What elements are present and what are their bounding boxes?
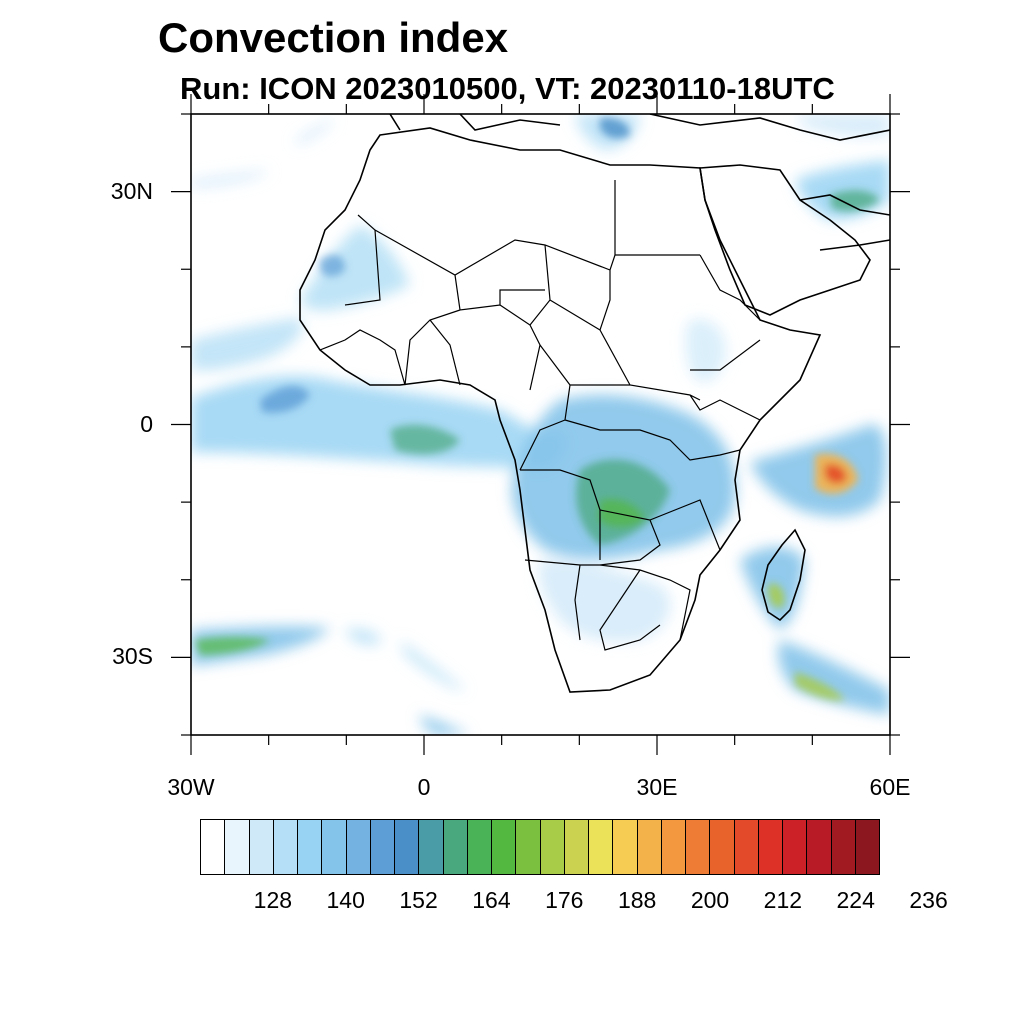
lon-label: 30W: [167, 774, 215, 800]
colorbar-box: [273, 820, 298, 874]
lat-label: 30S: [112, 643, 153, 670]
mediterranean-north-coast: [389, 114, 890, 141]
lat-major-ticks: [171, 191, 910, 658]
convection-base-layer: [191, 114, 890, 735]
lon-label: 0: [417, 774, 431, 800]
convection-field: [191, 114, 890, 735]
persian-gulf-band: [795, 160, 890, 220]
colorbar-box: [395, 820, 420, 874]
colorbar-box: [346, 820, 371, 874]
colorbar-box: [225, 820, 250, 874]
colorbar-box: [589, 820, 614, 874]
colorbar: [200, 819, 880, 875]
lat-label: 30N: [110, 177, 153, 204]
lon-minor-ticks: [268, 104, 813, 745]
horn-of-africa-cells: [685, 319, 726, 383]
colorbar-tick-label: 164: [472, 887, 511, 913]
south-atlantic-band: [191, 626, 330, 666]
colorbar-box: [710, 820, 735, 874]
colorbar-box: [734, 820, 759, 874]
colorbar-tick-label: 128: [253, 887, 293, 913]
indian-ocean-max: [825, 464, 847, 484]
arabian-peninsula-coastline: [699, 164, 871, 316]
colorbar-box: [564, 820, 589, 874]
south-atlantic-southern-streak: [420, 715, 470, 735]
lon-label: 30E: [636, 774, 678, 800]
mediterranean-core: [600, 117, 630, 139]
atlantic-nw-band: [191, 318, 303, 371]
persian-gulf-coast: [799, 194, 890, 251]
colorbar-box: [467, 820, 492, 874]
colorbar-box: [419, 820, 444, 874]
tick-marks: [171, 94, 910, 755]
coastlines-borders: [299, 114, 890, 693]
atlantic-north-thin-streak: [295, 118, 335, 145]
lat-minor-ticks: [181, 113, 900, 736]
lon-major-ticks: [190, 94, 891, 755]
colorbar-tick-label: 188: [617, 887, 657, 913]
colorbar-box: [758, 820, 783, 874]
lon-label: 60E: [869, 774, 911, 800]
south-atlantic-thin-streak: [400, 640, 465, 691]
nw-africa-streak: [300, 225, 410, 311]
madagascar-coastline: [761, 528, 806, 622]
atlantic-north-streak: [191, 170, 270, 188]
colorbar-box: [298, 820, 323, 874]
colorbar-tick-label: 200: [690, 887, 730, 913]
colorbar-box: [492, 820, 517, 874]
colorbar-tick-label: 224: [836, 887, 875, 913]
chart-title: Convection index: [158, 14, 509, 61]
colorbar-box: [855, 820, 879, 874]
colorbar-box: [637, 820, 662, 874]
south-atlantic-core: [195, 637, 270, 655]
colorbar-box: [443, 820, 468, 874]
itcz-west-core: [260, 385, 310, 413]
madagascar-core: [768, 583, 785, 608]
colorbar-box: [686, 820, 711, 874]
colorbar-box: [783, 820, 808, 874]
itcz-core: [390, 424, 460, 455]
persian-gulf-core: [830, 190, 880, 212]
south-atlantic-streak: [345, 628, 382, 645]
colorbar-tick-label: 152: [399, 887, 438, 913]
itcz-band: [191, 376, 567, 470]
colorbar-box: [831, 820, 856, 874]
sw-indian-ocean-core: [795, 672, 845, 701]
colorbar-box: [540, 820, 565, 874]
colorbar-tick-label: 236: [909, 887, 948, 913]
colorbar-box: [370, 820, 395, 874]
country-borders: [319, 180, 761, 651]
lat-label: 0: [140, 410, 153, 437]
colorbar-box: [249, 820, 274, 874]
zambia-core: [598, 498, 645, 528]
sw-indian-ocean-band: [778, 640, 890, 715]
east-mediterranean-cells: [800, 114, 890, 137]
colorbar-tick-label: 140: [326, 887, 365, 913]
colorbar-box: [201, 820, 226, 874]
chart-subtitle: Run: ICON 2023010500, VT: 20230110-18UTC: [180, 71, 835, 106]
southern-africa-scatter: [538, 560, 671, 642]
colorbar-box: [322, 820, 347, 874]
colorbar-box: [661, 820, 686, 874]
colorbar-box: [807, 820, 832, 874]
colorbar-box: [613, 820, 638, 874]
colorbar-tick-label: 212: [763, 887, 803, 913]
colorbar-tick-label: 176: [545, 887, 584, 913]
colorbar-box: [516, 820, 541, 874]
nw-africa-core: [320, 254, 345, 277]
